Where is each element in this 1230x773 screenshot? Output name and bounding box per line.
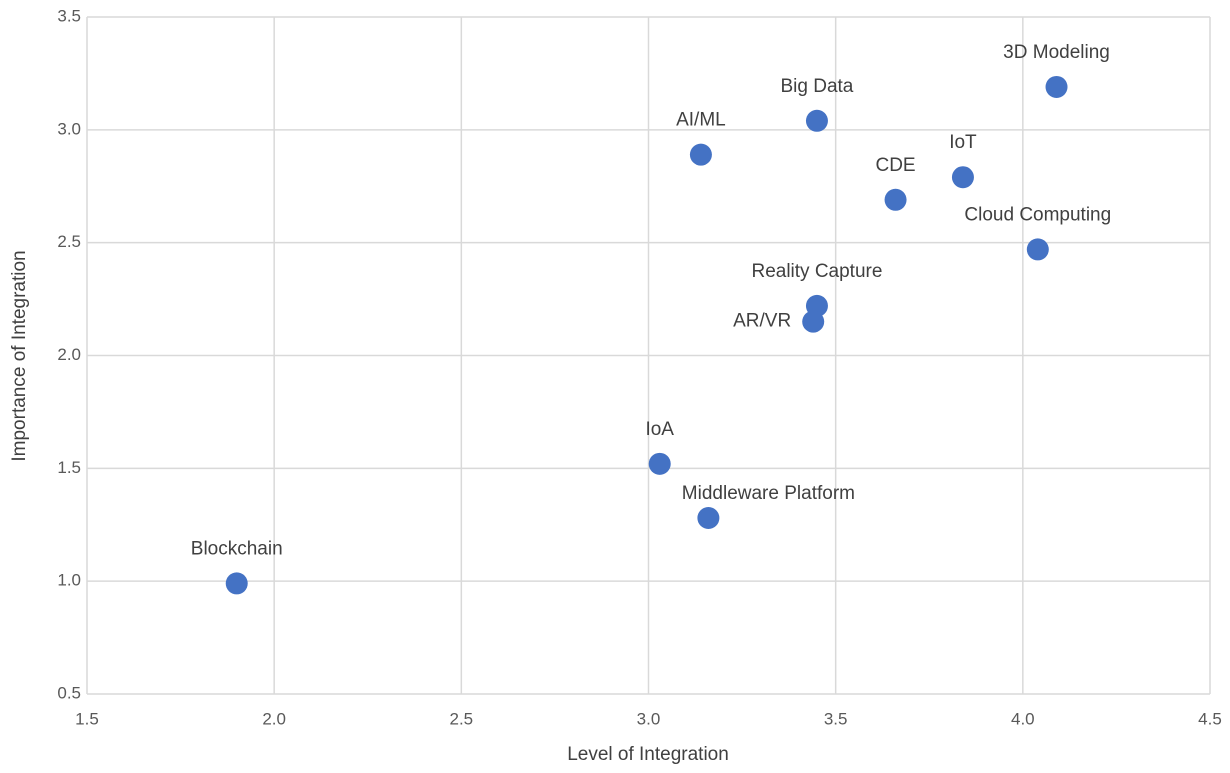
point-label: Reality Capture bbox=[751, 261, 882, 282]
x-tick-label: 3.5 bbox=[824, 709, 848, 728]
point bbox=[805, 109, 828, 132]
x-tick-label: 3.0 bbox=[637, 709, 661, 728]
x-tick-label: 1.5 bbox=[75, 709, 99, 728]
point bbox=[648, 452, 671, 475]
y-tick-label: 2.5 bbox=[57, 232, 81, 251]
x-tick-label: 4.0 bbox=[1011, 709, 1035, 728]
point-label: 3D Modeling bbox=[1003, 42, 1110, 63]
point-label: Big Data bbox=[781, 76, 854, 97]
y-tick-label: 2.0 bbox=[57, 345, 81, 364]
point bbox=[1026, 238, 1049, 261]
point-label: AI/ML bbox=[676, 110, 726, 131]
point bbox=[225, 572, 248, 595]
x-tick-label: 2.0 bbox=[262, 709, 286, 728]
point-label: Cloud Computing bbox=[964, 204, 1111, 225]
point bbox=[802, 310, 825, 333]
point bbox=[689, 143, 712, 166]
point-label: CDE bbox=[875, 155, 915, 176]
point bbox=[1045, 75, 1068, 98]
point-label: IoA bbox=[645, 419, 674, 440]
y-tick-label: 3.5 bbox=[57, 6, 81, 25]
point-label: Blockchain bbox=[191, 538, 283, 559]
x-tick-label: 2.5 bbox=[450, 709, 474, 728]
x-tick-label: 4.5 bbox=[1198, 709, 1222, 728]
y-tick-label: 1.5 bbox=[57, 458, 81, 477]
point bbox=[884, 188, 907, 211]
y-tick-label: 3.0 bbox=[57, 119, 81, 138]
x-axis-title: Level of Integration bbox=[567, 744, 729, 765]
point-label: AR/VR bbox=[733, 311, 791, 332]
y-tick-label: 0.5 bbox=[57, 683, 81, 702]
y-axis-title: Importance of Integration bbox=[9, 250, 30, 461]
y-tick-label: 1.0 bbox=[57, 571, 81, 590]
point-label: IoT bbox=[949, 132, 977, 153]
point bbox=[697, 506, 720, 529]
point bbox=[951, 166, 974, 189]
point-label: Middleware Platform bbox=[682, 483, 855, 504]
